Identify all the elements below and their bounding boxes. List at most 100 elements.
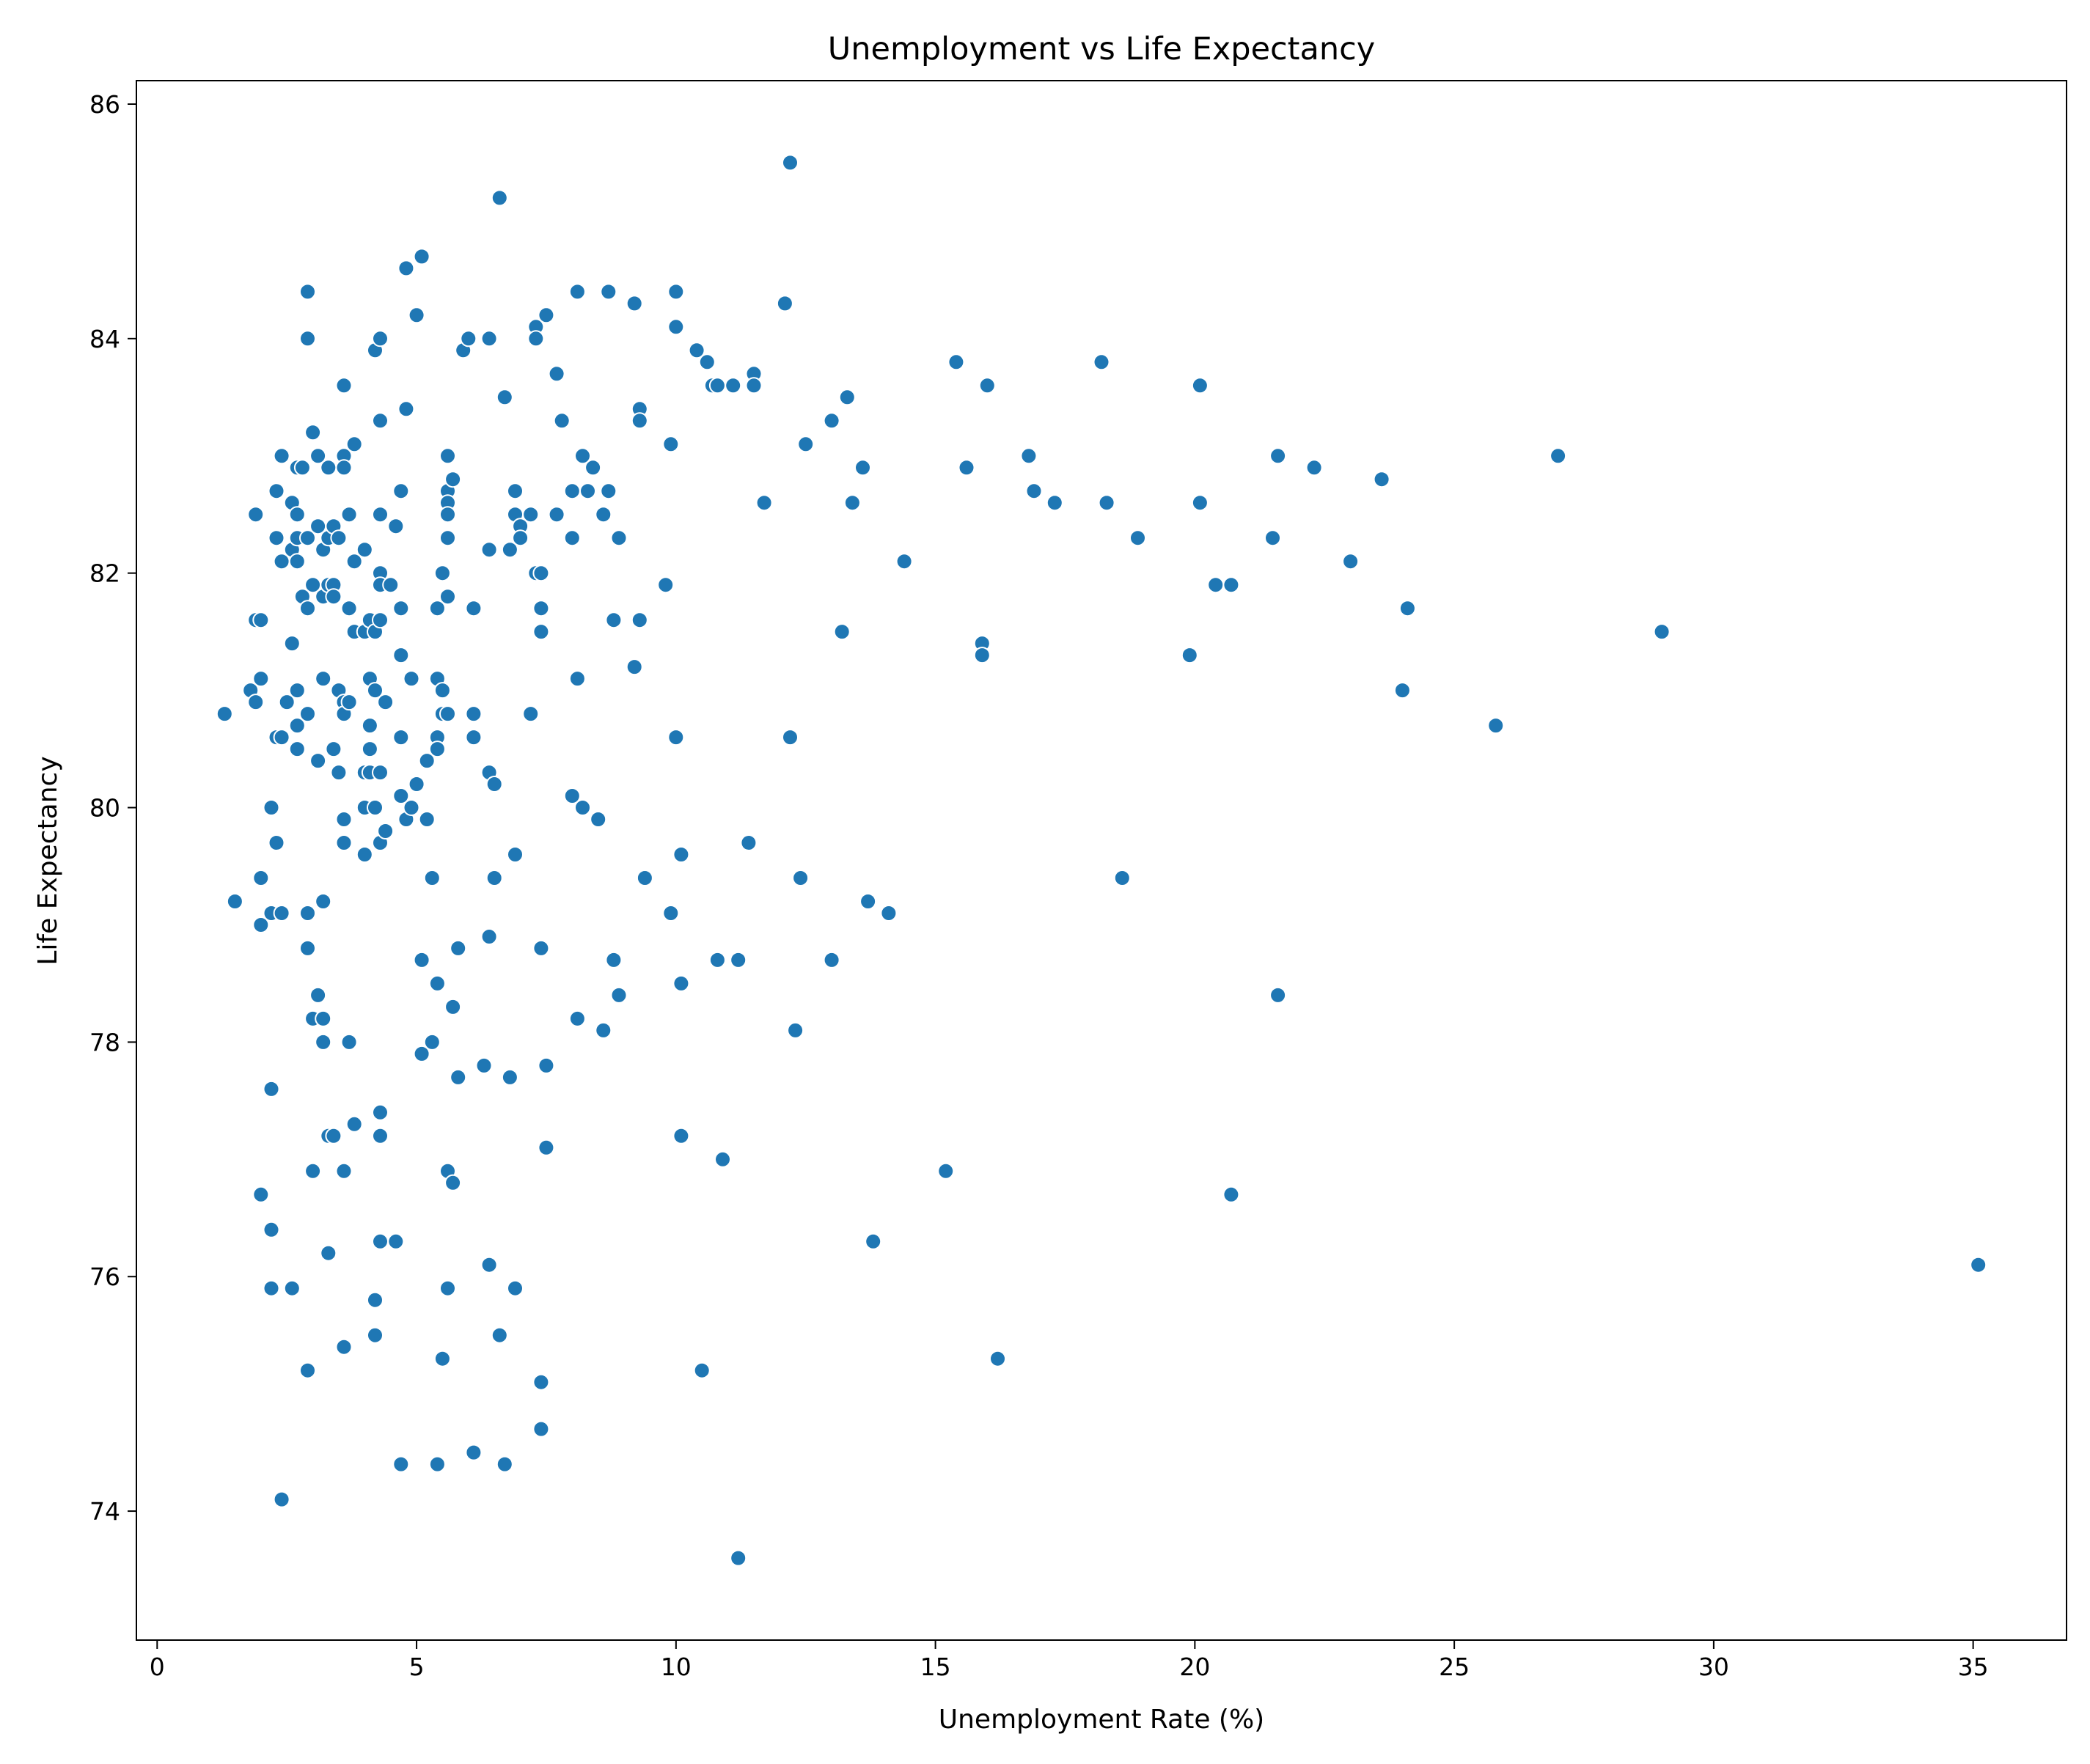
data-point-23 bbox=[273, 905, 290, 922]
data-point-226 bbox=[605, 951, 623, 969]
data-point-148 bbox=[428, 1455, 446, 1473]
data-point-189 bbox=[507, 846, 524, 863]
data-point-105 bbox=[367, 1291, 384, 1309]
data-point-203 bbox=[532, 1420, 550, 1438]
data-point-126 bbox=[392, 729, 410, 746]
data-point-5 bbox=[252, 611, 270, 629]
data-point-18 bbox=[268, 529, 285, 547]
data-point-80 bbox=[335, 834, 353, 851]
data-point-205 bbox=[538, 1056, 555, 1074]
data-point-299 bbox=[1373, 471, 1390, 488]
data-point-19 bbox=[268, 482, 285, 500]
data-point-15 bbox=[263, 1279, 280, 1297]
data-point-202 bbox=[532, 1373, 550, 1391]
data-point-265 bbox=[823, 951, 840, 969]
data-point-22 bbox=[273, 729, 290, 746]
data-point-220 bbox=[590, 811, 607, 828]
data-point-7 bbox=[252, 670, 270, 688]
data-point-33 bbox=[288, 553, 306, 570]
data-point-106 bbox=[367, 1326, 384, 1344]
data-point-248 bbox=[708, 377, 726, 394]
y-tick-label: 74 bbox=[89, 1497, 120, 1526]
data-point-272 bbox=[880, 905, 898, 922]
data-point-261 bbox=[787, 1021, 804, 1039]
data-point-91 bbox=[356, 541, 373, 559]
data-point-46 bbox=[299, 1361, 316, 1379]
data-point-269 bbox=[854, 459, 871, 477]
data-point-51 bbox=[309, 447, 327, 465]
data-point-238 bbox=[667, 283, 685, 301]
data-point-87 bbox=[345, 436, 363, 453]
data-point-152 bbox=[433, 1350, 451, 1367]
data-point-293 bbox=[1222, 1186, 1240, 1203]
data-point-227 bbox=[610, 529, 628, 547]
data-point-267 bbox=[838, 389, 856, 406]
data-point-3 bbox=[247, 694, 265, 711]
data-point-303 bbox=[1550, 447, 1567, 465]
data-point-24 bbox=[273, 1491, 290, 1508]
data-point-50 bbox=[304, 1162, 322, 1180]
data-point-146 bbox=[428, 740, 446, 758]
data-point-81 bbox=[335, 1162, 353, 1180]
data-point-230 bbox=[626, 658, 643, 676]
data-point-298 bbox=[1342, 553, 1360, 570]
data-point-129 bbox=[397, 260, 415, 277]
data-point-259 bbox=[782, 154, 799, 172]
data-point-260 bbox=[782, 729, 799, 746]
data-point-13 bbox=[263, 1080, 280, 1098]
x-tick-label: 35 bbox=[1958, 1653, 1989, 1681]
data-point-186 bbox=[501, 1068, 518, 1086]
data-point-280 bbox=[989, 1350, 1006, 1367]
data-point-183 bbox=[496, 389, 513, 406]
x-tick-label: 10 bbox=[661, 1653, 692, 1681]
data-point-228 bbox=[610, 986, 628, 1004]
data-point-281 bbox=[1020, 447, 1038, 465]
data-point-179 bbox=[485, 776, 503, 793]
data-point-125 bbox=[392, 647, 410, 664]
data-point-137 bbox=[413, 951, 430, 969]
data-point-242 bbox=[672, 974, 690, 992]
data-point-171 bbox=[465, 729, 483, 746]
data-point-9 bbox=[252, 916, 270, 933]
data-point-147 bbox=[428, 974, 446, 992]
data-point-217 bbox=[574, 799, 591, 816]
y-tick-label: 76 bbox=[89, 1263, 120, 1291]
data-point-294 bbox=[1264, 529, 1281, 547]
data-point-181 bbox=[491, 189, 508, 207]
data-point-274 bbox=[937, 1162, 955, 1180]
data-point-168 bbox=[460, 330, 477, 348]
data-point-273 bbox=[895, 553, 913, 570]
data-point-39 bbox=[299, 283, 316, 301]
data-point-16 bbox=[268, 834, 285, 851]
data-point-53 bbox=[309, 752, 327, 770]
y-tick-label: 80 bbox=[89, 794, 120, 823]
data-point-58 bbox=[315, 893, 332, 910]
data-point-290 bbox=[1191, 494, 1209, 512]
data-point-113 bbox=[372, 764, 389, 782]
data-point-138 bbox=[413, 1045, 430, 1062]
data-point-187 bbox=[507, 482, 524, 500]
data-point-288 bbox=[1181, 647, 1198, 664]
data-point-218 bbox=[579, 482, 596, 500]
data-point-8 bbox=[252, 870, 270, 886]
data-point-206 bbox=[538, 1139, 555, 1156]
data-point-11 bbox=[263, 799, 280, 816]
data-point-296 bbox=[1269, 986, 1287, 1004]
data-point-107 bbox=[372, 330, 389, 348]
data-point-276 bbox=[958, 459, 975, 477]
data-point-210 bbox=[563, 482, 581, 500]
data-point-116 bbox=[372, 1127, 389, 1144]
data-point-133 bbox=[403, 799, 420, 816]
data-point-297 bbox=[1305, 459, 1323, 477]
data-point-90 bbox=[345, 1115, 363, 1133]
data-point-216 bbox=[574, 447, 591, 465]
data-point-157 bbox=[439, 529, 456, 547]
data-point-225 bbox=[605, 611, 623, 629]
data-point-134 bbox=[408, 306, 425, 324]
data-point-31 bbox=[288, 506, 306, 523]
data-point-190 bbox=[507, 1279, 524, 1297]
data-point-40 bbox=[299, 330, 316, 348]
data-point-20 bbox=[273, 447, 290, 465]
data-point-117 bbox=[372, 1232, 389, 1250]
data-point-120 bbox=[382, 576, 400, 594]
